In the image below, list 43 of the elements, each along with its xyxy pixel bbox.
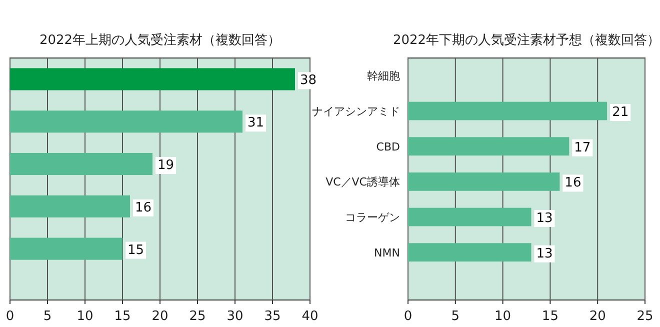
data-label: 21 [612,105,629,120]
x-tick-label: 25 [189,309,206,324]
data-label: 31 [248,116,264,131]
chart-title: 2022年上期の人気受注素材（複数回答） [39,33,281,48]
chart-title: 2022年下期の人気受注素材予想（複数回答） [392,33,660,48]
data-label: 16 [564,176,582,191]
bar [408,208,532,226]
y-tick-label: VC／VC誘導体 [326,176,400,189]
bar [10,152,152,176]
bar [10,68,295,90]
x-tick-label: 30 [226,309,244,324]
x-tick-label: 0 [6,309,14,324]
bar [408,172,560,191]
x-tick-label: 10 [494,309,512,324]
x-tick-label: 15 [114,309,131,324]
bar [408,137,570,156]
bar [408,243,532,262]
bar [408,102,608,120]
x-tick-label: 10 [76,309,94,324]
y-tick-label: ナイアシンアミド [312,105,400,118]
x-tick-label: 20 [152,309,168,324]
y-tick-label: CBD [376,140,400,154]
data-label: 38 [300,73,317,88]
data-label: 19 [158,158,174,173]
data-label: 16 [135,200,152,216]
data-label: 15 [128,242,144,258]
x-tick-label: 25 [636,309,654,324]
data-label: 17 [574,140,591,156]
x-tick-label: 5 [43,309,52,324]
x-tick-label: 35 [264,309,281,324]
y-tick-label: コラーゲン [345,211,400,224]
bar [10,195,130,218]
x-tick-label: 0 [404,309,412,324]
y-tick-label: 幹細胞 [367,70,400,83]
x-tick-label: 40 [302,309,318,324]
y-tick-label: NMN [374,246,400,260]
x-tick-label: 5 [451,309,460,324]
bar [10,238,122,260]
bar [10,110,242,133]
data-label: 13 [536,246,553,262]
x-tick-label: 20 [589,309,606,324]
data-label: 13 [536,211,553,226]
x-tick-label: 15 [542,309,558,324]
